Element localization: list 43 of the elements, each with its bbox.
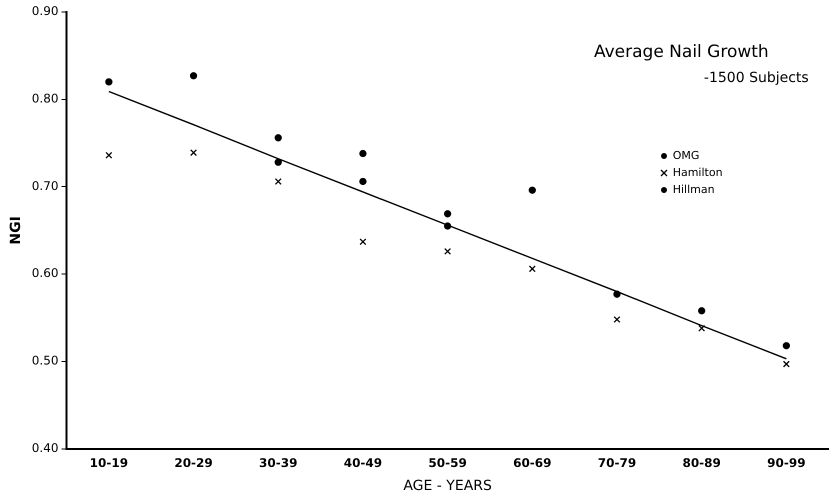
point: [274, 178, 282, 185]
point: [698, 307, 706, 314]
y-tick-label: 0.70: [32, 178, 59, 193]
y-tick-label: 0.40: [32, 440, 59, 455]
point: [105, 78, 113, 86]
x-tick-label: 50-59: [428, 456, 467, 470]
x-tick-label: 20-29: [174, 456, 213, 470]
y-tick-label: 0.80: [32, 91, 59, 106]
x-axis-title: AGE - YEARS: [403, 478, 492, 494]
point: [782, 342, 790, 350]
x-tick-label: 10-19: [90, 456, 128, 470]
point: [528, 186, 536, 194]
point: [359, 178, 367, 186]
point: [613, 290, 621, 298]
point: [444, 210, 452, 218]
point: [444, 248, 452, 255]
point: [190, 72, 198, 80]
legend-label: Hamilton: [672, 166, 723, 179]
y-tick-label: 0.90: [32, 4, 59, 18]
point: [274, 158, 282, 166]
point: [274, 134, 282, 142]
x-tick-label: 60-69: [513, 456, 552, 470]
x-tick-label: 40-49: [344, 456, 382, 470]
text: Average Nail Growth: [594, 42, 769, 62]
x-tick-label: 70-79: [598, 456, 636, 470]
y-axis-title: NGI: [8, 216, 24, 245]
point: [359, 150, 367, 158]
point: [359, 238, 366, 246]
point: [105, 152, 112, 159]
x-tick-label: 80-89: [682, 456, 721, 470]
x-tick-label: 90-99: [767, 456, 806, 470]
legend-label: Hillman: [672, 183, 715, 196]
point: [782, 360, 790, 368]
text: -1500 Subjects: [704, 70, 809, 86]
point: [190, 149, 198, 156]
point: [528, 265, 536, 272]
legend-label: OMG: [672, 149, 700, 162]
y-tick-label: 0.60: [32, 266, 59, 280]
y-tick-label: 0.50: [32, 354, 59, 368]
point: [444, 222, 452, 230]
point: [698, 324, 706, 332]
x-tick-label: 30-39: [259, 456, 298, 470]
point: [614, 316, 620, 323]
